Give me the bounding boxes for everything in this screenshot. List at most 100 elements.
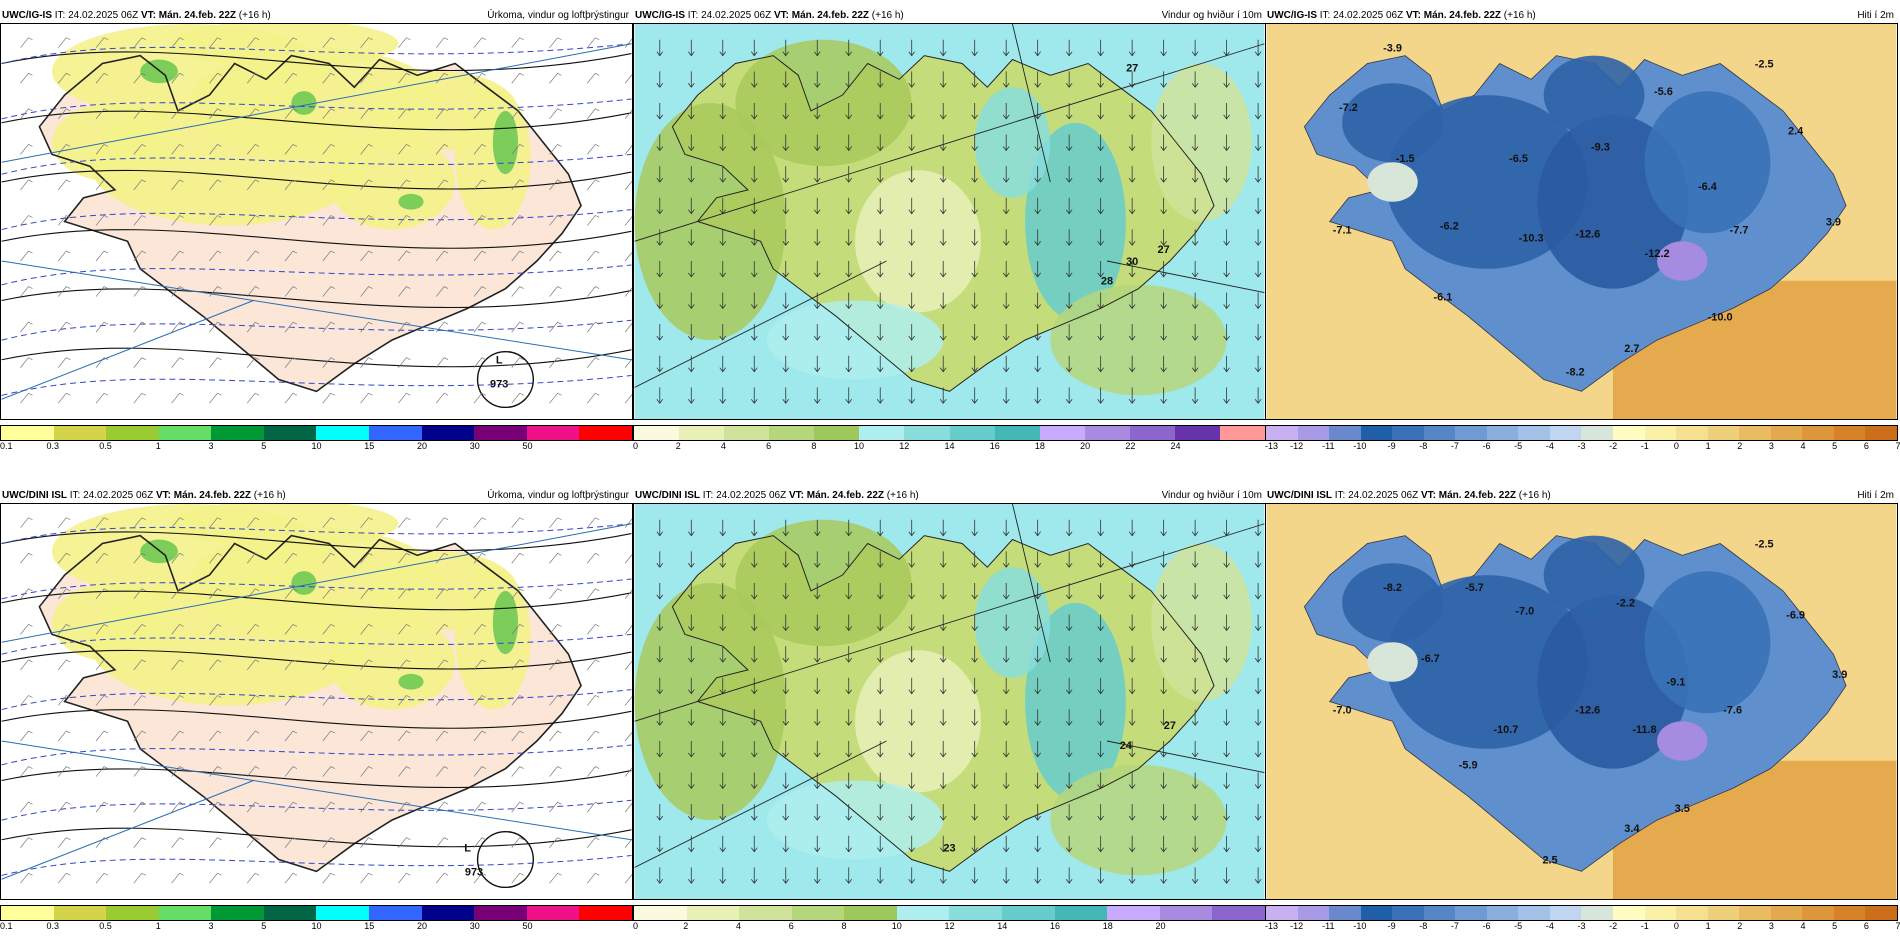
- colorbar-tick-label: 1: [1705, 921, 1711, 931]
- temperature-contour: [1, 578, 632, 600]
- wind-arrow: [876, 867, 884, 884]
- model-name: UWC/IG-IS: [2, 10, 52, 21]
- wind-barb: [435, 179, 449, 191]
- wind-arrow: [1223, 867, 1230, 884]
- wind-barb: [549, 143, 562, 155]
- wind-barb: [322, 286, 335, 297]
- wind-barb: [209, 695, 222, 706]
- wind-barb: [95, 250, 109, 262]
- map-view[interactable]: 973 L: [0, 503, 633, 900]
- map-view[interactable]: 27 27 30 28: [633, 23, 1266, 420]
- wind-arrow: [813, 134, 821, 152]
- colorbar-tick-label: -13: [1265, 441, 1279, 451]
- colorbar-tick-label: -4: [1545, 921, 1554, 931]
- wind-arrow: [719, 134, 727, 152]
- wind-arrow: [971, 260, 978, 278]
- wind-arrow: [845, 551, 853, 568]
- wind-arrow: [1254, 71, 1262, 88]
- wind-arrow: [876, 355, 884, 373]
- wind-arrow: [876, 519, 884, 537]
- map-view[interactable]: 973 L: [0, 23, 633, 420]
- colorbar-tick-label: 15: [364, 441, 375, 451]
- colorbar-segment: [1329, 426, 1361, 440]
- wind-barb: [587, 588, 600, 600]
- wind-barb: [511, 143, 524, 155]
- wind-barb: [511, 72, 524, 84]
- wind-barb: [20, 552, 33, 564]
- wind-arrow: [908, 582, 916, 600]
- wind-barb: [209, 730, 222, 742]
- precip-heavy-area: [398, 193, 424, 210]
- wind-arrow: [750, 324, 758, 341]
- wind-barb: [171, 623, 184, 635]
- temperature-label: -7.0: [1515, 606, 1534, 618]
- precip-heavy-area: [291, 571, 317, 595]
- wind-arrow: [1191, 260, 1199, 278]
- map-view[interactable]: 27 24 23: [633, 503, 1266, 900]
- wind-arrow: [782, 582, 790, 600]
- model-name: UWC/IG-IS: [635, 10, 685, 21]
- wind-arrow: [1160, 519, 1167, 537]
- wind-barb: [246, 250, 260, 262]
- wind-barb: [473, 730, 487, 742]
- wind-barb: [209, 766, 222, 777]
- map-view[interactable]: -3.9 -7.2 -1.5 -6.5 -9.3 -5.6 -2.5 2.4 -6.4 -7.1 -…: [1265, 23, 1898, 420]
- wind-barb: [624, 74, 632, 84]
- colorbar-tick-label: 6: [766, 441, 772, 451]
- wind-arrow: [782, 772, 790, 790]
- colorbar-tick-label: 0: [633, 441, 639, 451]
- wind-barb: [549, 215, 562, 226]
- precip-heavy-area: [492, 110, 519, 175]
- wind-arrow: [782, 867, 790, 884]
- initial-time: IT: 24.02.2025 06Z: [69, 490, 154, 501]
- wind-arrow: [1128, 614, 1136, 632]
- graticule-line: [1, 43, 632, 163]
- wind-arrow: [1065, 102, 1073, 120]
- colorbar-segment: [263, 426, 317, 440]
- wind-arrow: [971, 677, 978, 695]
- map-view[interactable]: -8.2 -5.7 -7.0 -2.2 -2.5 -6.9 -6.7 -9.1 3.9 -7.0 -…: [1265, 503, 1898, 900]
- wind-barb: [20, 695, 33, 706]
- wind-arrow: [687, 867, 695, 884]
- wind-arrow: [750, 519, 758, 537]
- colorbar-tick-label: -11: [1322, 441, 1335, 451]
- wind-speed-area: [735, 519, 912, 647]
- wind-barb: [95, 517, 109, 528]
- colorbar-segment: [1613, 906, 1645, 920]
- panel-header: UWC/DINI ISL IT: 24.02.2025 06Z VT: Mán.…: [0, 488, 633, 503]
- colorbar-tick-label: -8: [1419, 441, 1428, 451]
- wind-arrow: [813, 71, 821, 88]
- wind-arrow: [782, 166, 790, 183]
- wind-arrow: [1097, 39, 1104, 57]
- wind-barb: [398, 250, 411, 262]
- wind-arrow: [1254, 292, 1262, 310]
- colorbar-segment: [1455, 906, 1487, 920]
- wind-arrow: [1191, 39, 1199, 57]
- temperature-label: -11.8: [1632, 724, 1656, 736]
- wind-barb: [435, 215, 449, 226]
- wind-barb: [322, 766, 335, 777]
- wind-arrow: [750, 740, 758, 758]
- wind-barb: [322, 517, 335, 528]
- wind-barb: [435, 588, 449, 600]
- wind-barb: [473, 72, 487, 84]
- wind-barb: [549, 730, 562, 742]
- wind-arrow: [1002, 867, 1010, 884]
- colorbar: [0, 905, 633, 921]
- wind-arrow: [971, 324, 978, 341]
- wind-barb: [435, 517, 449, 528]
- wind-barb: [284, 766, 298, 777]
- temperature-label: -10.0: [1708, 311, 1733, 323]
- wind-barb: [511, 250, 524, 262]
- wind-barb: [511, 766, 524, 777]
- wind-arrow: [1002, 166, 1010, 183]
- wind-arrow: [1254, 166, 1262, 183]
- colorbar-segment: [211, 906, 264, 920]
- colorbar-segment: [739, 906, 792, 920]
- colorbar-segment: [1266, 906, 1298, 920]
- wind-arrow: [813, 867, 821, 884]
- wind-arrow: [750, 867, 758, 884]
- wind-barb: [473, 588, 487, 600]
- wind-barb: [549, 801, 562, 813]
- wind-arrow: [908, 324, 916, 341]
